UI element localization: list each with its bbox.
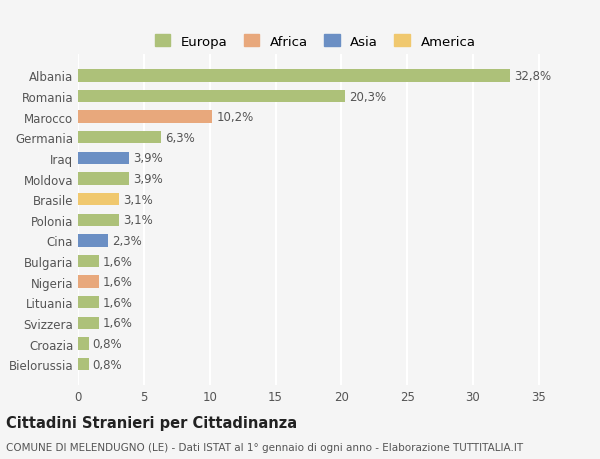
Bar (78, 338, 89, 350)
Bar (78, 358, 89, 370)
Text: 3,1%: 3,1% (123, 193, 152, 206)
Bar (78, 297, 99, 309)
Text: Cittadini Stranieri per Cittadinanza: Cittadini Stranieri per Cittadinanza (6, 415, 297, 430)
Text: 1,6%: 1,6% (103, 275, 133, 289)
Text: 3,1%: 3,1% (123, 214, 152, 227)
Text: 0,8%: 0,8% (92, 337, 122, 350)
Bar (78, 152, 130, 165)
Bar (78, 91, 345, 103)
Text: 1,6%: 1,6% (103, 255, 133, 268)
Text: 3,9%: 3,9% (133, 152, 163, 165)
Bar (78, 173, 130, 185)
Text: 1,6%: 1,6% (103, 296, 133, 309)
Text: 10,2%: 10,2% (216, 111, 254, 124)
Text: 3,9%: 3,9% (133, 173, 163, 185)
Text: 32,8%: 32,8% (514, 70, 551, 83)
Text: 2,3%: 2,3% (112, 235, 142, 247)
Bar (78, 111, 212, 123)
Bar (78, 132, 161, 144)
Bar (78, 214, 119, 226)
Bar (78, 276, 99, 288)
Text: 0,8%: 0,8% (92, 358, 122, 371)
Legend: Europa, Africa, Asia, America: Europa, Africa, Asia, America (148, 28, 482, 55)
Bar (78, 194, 119, 206)
Text: 1,6%: 1,6% (103, 317, 133, 330)
Text: 20,3%: 20,3% (349, 90, 386, 103)
Text: COMUNE DI MELENDUGNO (LE) - Dati ISTAT al 1° gennaio di ogni anno - Elaborazione: COMUNE DI MELENDUGNO (LE) - Dati ISTAT a… (6, 442, 523, 452)
Bar (78, 317, 99, 330)
Bar (78, 70, 510, 83)
Text: 6,3%: 6,3% (165, 132, 194, 145)
Bar (78, 235, 108, 247)
Bar (78, 255, 99, 268)
